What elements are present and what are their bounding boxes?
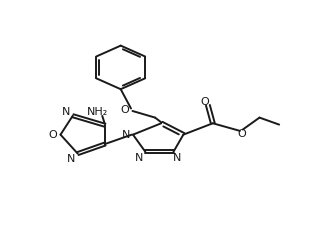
Text: O: O [49, 130, 57, 140]
Text: N: N [122, 130, 130, 140]
Text: N: N [62, 108, 70, 118]
Text: O: O [237, 129, 246, 139]
Text: NH₂: NH₂ [87, 108, 108, 118]
Text: N: N [135, 153, 143, 163]
Text: N: N [173, 153, 181, 163]
Text: O: O [200, 97, 209, 107]
Text: O: O [121, 105, 130, 115]
Text: N: N [67, 154, 75, 165]
